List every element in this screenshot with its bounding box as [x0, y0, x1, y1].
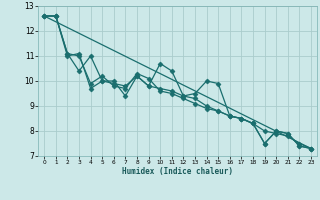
X-axis label: Humidex (Indice chaleur): Humidex (Indice chaleur)	[122, 167, 233, 176]
